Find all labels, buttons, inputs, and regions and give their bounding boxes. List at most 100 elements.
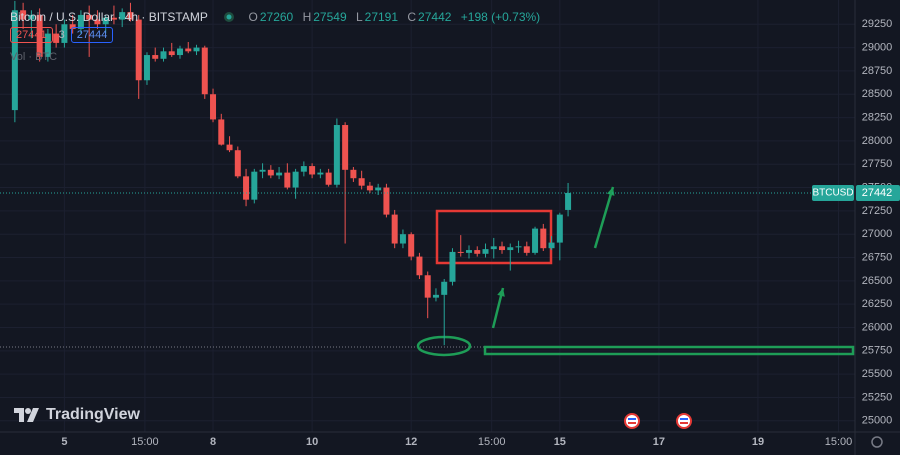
candle-body (556, 214, 563, 243)
quote-boxes: 27441 3 27444 (10, 27, 114, 43)
candle (218, 113, 225, 146)
candle (383, 183, 390, 218)
candle-body (210, 94, 217, 120)
candle (515, 240, 522, 253)
candle (309, 163, 316, 179)
candle (168, 42, 175, 57)
candle (251, 168, 258, 204)
candle-body (94, 19, 101, 25)
candle-body (540, 228, 547, 249)
candle (300, 161, 307, 177)
y-tick-label: 26000 (862, 321, 893, 333)
bid-price[interactable]: 27441 (10, 27, 53, 43)
candle (201, 45, 208, 99)
candle-body (317, 172, 324, 175)
x-tick-label: 5 (61, 436, 67, 448)
candle-body (259, 169, 266, 172)
ohlc-value: 27191 (364, 10, 399, 24)
candle (28, 10, 35, 39)
candle (11, 0, 18, 123)
candle-body (11, 10, 18, 111)
y-tick-label: 25500 (862, 368, 893, 380)
candle (342, 122, 349, 244)
candle-body (366, 185, 373, 191)
candle (408, 232, 415, 261)
candle-body (342, 125, 349, 170)
x-tick-label: 17 (653, 436, 665, 448)
candle-body (135, 19, 142, 81)
ask-price[interactable]: 27444 (70, 27, 114, 43)
candle (292, 168, 299, 199)
candle (127, 2, 134, 22)
candle (523, 241, 530, 256)
candle-body (36, 14, 43, 57)
candle (259, 163, 266, 179)
status-dot (224, 12, 235, 22)
y-tick-label: 28750 (862, 65, 893, 77)
candle-body (358, 178, 365, 186)
symbol-title: Bitcoin / U.S. Dollar · 4h · BITSTAMP (10, 10, 208, 24)
support-zone (483, 345, 855, 356)
ohlc-letter: O (248, 10, 258, 24)
candle (44, 28, 51, 62)
candle (210, 88, 217, 123)
y-tick-label: 25250 (862, 391, 893, 403)
candle-body (201, 47, 208, 95)
candle-body (325, 172, 332, 185)
candle-body (499, 246, 506, 251)
candle-body (226, 144, 233, 151)
candle-body (177, 48, 183, 56)
candle-body (119, 12, 126, 20)
highlight-box (435, 209, 553, 265)
candle-body (482, 249, 489, 254)
candle-body (292, 171, 299, 188)
event-flag-stripe (628, 418, 636, 420)
x-tick-label: 12 (405, 436, 417, 448)
candle (482, 243, 489, 258)
candle-body (532, 228, 539, 253)
candle (317, 168, 324, 179)
candle (102, 14, 109, 34)
candle (333, 118, 340, 188)
candle (119, 8, 126, 28)
event-flag (624, 413, 640, 429)
y-tick-label: 29000 (862, 41, 893, 53)
arrow-head (606, 187, 615, 196)
candle (94, 10, 101, 29)
price-change: +198 (+0.73%) (460, 10, 541, 24)
candle (69, 14, 76, 34)
candle (77, 10, 84, 34)
y-tick-label: 25750 (862, 345, 893, 357)
candle-body (143, 55, 150, 81)
event-flag-stripe (680, 418, 688, 420)
event-flag (676, 413, 692, 429)
candle (507, 243, 514, 271)
candle-body (127, 12, 134, 20)
candle-body (102, 17, 109, 25)
candle (499, 241, 506, 254)
candle (432, 288, 439, 302)
candle-body (86, 14, 93, 20)
candle-body (416, 256, 423, 276)
candle-body (399, 234, 406, 244)
x-tick-label: 19 (752, 436, 764, 448)
candle-body (251, 171, 258, 200)
candle-body (69, 24, 76, 29)
x-tick-label: 15 (554, 436, 566, 448)
candle-body (168, 51, 175, 56)
y-tick-label: 27250 (862, 205, 893, 217)
candle-body (276, 172, 283, 176)
candle (391, 209, 398, 249)
candle-body (53, 33, 60, 43)
settings-icon[interactable] (871, 436, 883, 448)
ohlc-value: 27260 (259, 10, 294, 24)
arrow-line (593, 186, 615, 249)
candle (185, 41, 192, 54)
candle-body (77, 14, 84, 29)
candle-body (490, 246, 497, 250)
price-tag (856, 184, 900, 201)
candle (424, 271, 431, 319)
candle-body (548, 242, 555, 249)
